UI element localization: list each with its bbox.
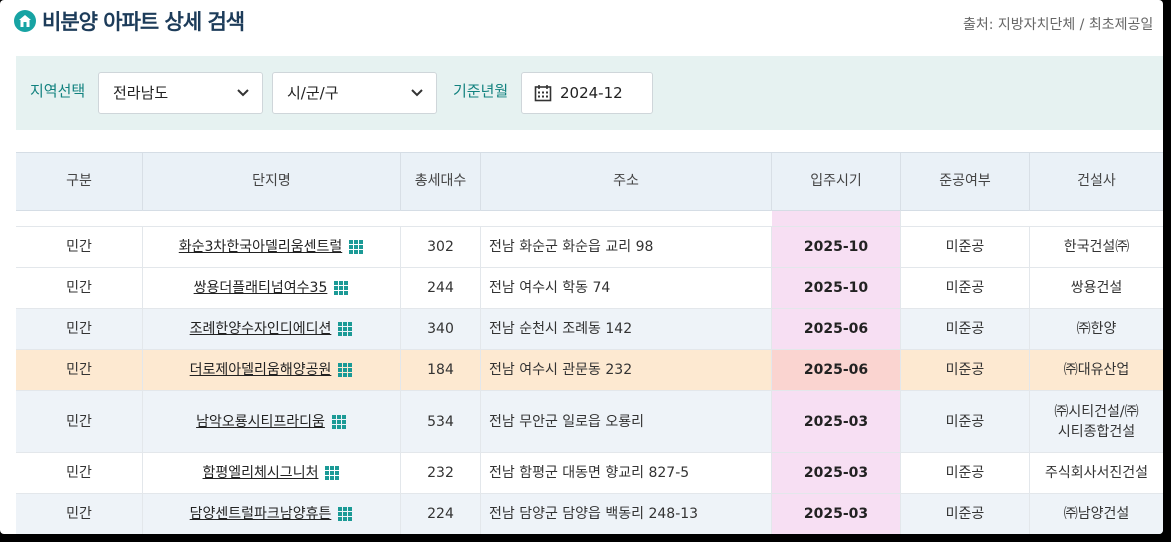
units-cell: 184 xyxy=(401,350,481,390)
status-cell: 미준공 xyxy=(901,453,1030,493)
name-cell: 쌍용더플래티넘여수35 xyxy=(143,268,401,308)
type-cell: 민간 xyxy=(16,268,143,308)
move-in-cell: 2025-03 xyxy=(772,494,901,534)
builder-cell: 한국건설㈜ xyxy=(1063,239,1130,255)
complex-name-link[interactable]: 화순3차한국아델리움센트럴 xyxy=(178,239,343,255)
table-row: 민간 더로제아델리움해양공원 184 전남 여수시 관문동 232 2025-0… xyxy=(16,350,1163,391)
builder-cell: ㈜한양 xyxy=(1076,321,1117,337)
name-cell: 조례한양수자인디에디션 xyxy=(143,309,401,349)
column-header-units: 총세대수 xyxy=(401,153,481,211)
chevron-down-icon xyxy=(411,89,423,97)
builder-cell: ㈜남양건설 xyxy=(1063,506,1130,522)
move-in-cell: 2025-03 xyxy=(772,453,901,493)
table-header: 구분 단지명 총세대수 주소 입주시기 준공여부 건설사 xyxy=(16,152,1163,211)
units-cell: 340 xyxy=(401,309,481,349)
grid-icon[interactable] xyxy=(337,506,353,522)
page-title: 비분양 아파트 상세 검색 xyxy=(42,10,245,34)
province-select[interactable]: 전라남도 xyxy=(98,72,263,114)
page-header: 비분양 아파트 상세 검색 출처: 지방자치단체 / 최초제공일 xyxy=(0,0,1163,42)
type-cell: 민간 xyxy=(16,494,143,534)
results-table: 구분 단지명 총세대수 주소 입주시기 준공여부 건설사 민간 화순3차한국아델… xyxy=(16,152,1163,534)
home-logo-icon xyxy=(14,10,36,32)
table-row: 민간 화순3차한국아델리움센트럴 302 전남 화순군 화순읍 교리 98 20… xyxy=(16,227,1163,268)
name-cell: 함평엘리체시그니처 xyxy=(143,453,401,493)
district-select-value: 시/군/구 xyxy=(287,84,339,102)
complex-name-link[interactable]: 남악오룡시티프라디움 xyxy=(196,413,325,430)
complex-name-link[interactable]: 조례한양수자인디에디션 xyxy=(189,321,332,337)
source-note: 출처: 지방자치단체 / 최초제공일 xyxy=(963,17,1154,33)
table-row: 민간 함평엘리체시그니처 232 전남 함평군 대동면 향교리 827-5 20… xyxy=(16,453,1163,494)
chevron-down-icon xyxy=(237,89,249,97)
column-header-move-in: 입주시기 xyxy=(772,153,901,211)
table-row: 민간 조례한양수자인디에디션 340 전남 순천시 조례동 142 2025-0… xyxy=(16,309,1163,350)
address-cell: 전남 무안군 일로읍 오룡리 xyxy=(481,391,772,452)
date-value: 2024-12 xyxy=(560,84,623,102)
app-window: 비분양 아파트 상세 검색 출처: 지방자치단체 / 최초제공일 지역선택 전라… xyxy=(0,0,1163,534)
province-select-value: 전라남도 xyxy=(113,84,169,102)
status-cell: 미준공 xyxy=(901,309,1030,349)
table-row: 민간 쌍용더플래티넘여수35 244 전남 여수시 학동 74 2025-10 … xyxy=(16,268,1163,309)
name-cell: 담양센트럴파크남양휴튼 xyxy=(143,494,401,534)
region-label: 지역선택 xyxy=(30,82,86,100)
column-header-type: 구분 xyxy=(16,153,143,211)
complex-name-link[interactable]: 담양센트럴파크남양휴튼 xyxy=(189,506,332,522)
status-cell: 미준공 xyxy=(901,227,1030,267)
date-label: 기준년월 xyxy=(453,82,509,100)
address-cell: 전남 담양군 담양읍 백동리 248-13 xyxy=(481,494,772,534)
grid-icon[interactable] xyxy=(324,465,340,481)
complex-name-link[interactable]: 더로제아델리움해양공원 xyxy=(189,362,332,378)
move-in-cell: 2025-06 xyxy=(772,309,901,349)
column-header-builder: 건설사 xyxy=(1077,173,1116,189)
status-cell: 미준공 xyxy=(901,494,1030,534)
address-cell: 전남 순천시 조례동 142 xyxy=(481,309,772,349)
district-select[interactable]: 시/군/구 xyxy=(272,72,437,114)
grid-icon[interactable] xyxy=(337,362,353,378)
address-cell: 전남 여수시 학동 74 xyxy=(481,268,772,308)
address-cell: 전남 함평군 대동면 향교리 827-5 xyxy=(481,453,772,493)
grid-icon[interactable] xyxy=(331,414,347,430)
grid-icon[interactable] xyxy=(337,321,353,337)
column-header-status: 준공여부 xyxy=(901,153,1030,211)
table-row: 민간 남악오룡시티프라디움 534 전남 무안군 일로읍 오룡리 2025-03… xyxy=(16,391,1163,453)
units-cell: 534 xyxy=(401,391,481,452)
move-in-cell: 2025-10 xyxy=(772,268,901,308)
table-row: 민간 담양센트럴파크남양휴튼 224 전남 담양군 담양읍 백동리 248-13… xyxy=(16,494,1163,534)
type-cell: 민간 xyxy=(16,453,143,493)
units-cell: 302 xyxy=(401,227,481,267)
status-cell: 미준공 xyxy=(901,350,1030,390)
address-cell: 전남 여수시 관문동 232 xyxy=(481,350,772,390)
builder-cell: 쌍용건설 xyxy=(1070,280,1123,296)
move-in-cell: 2025-10 xyxy=(772,227,901,267)
units-cell: 232 xyxy=(401,453,481,493)
name-cell: 화순3차한국아델리움센트럴 xyxy=(143,227,401,267)
type-cell: 민간 xyxy=(16,391,143,452)
name-cell: 남악오룡시티프라디움 xyxy=(143,391,401,452)
complex-name-link[interactable]: 함평엘리체시그니처 xyxy=(202,465,319,481)
status-cell: 미준공 xyxy=(901,391,1030,452)
complex-name-link[interactable]: 쌍용더플래티넘여수35 xyxy=(193,280,328,296)
units-cell: 244 xyxy=(401,268,481,308)
date-picker[interactable]: 2024-12 xyxy=(521,72,653,114)
type-cell: 민간 xyxy=(16,309,143,349)
name-cell: 더로제아델리움해양공원 xyxy=(143,350,401,390)
units-cell: 224 xyxy=(401,494,481,534)
grid-icon[interactable] xyxy=(348,239,364,255)
type-cell: 민간 xyxy=(16,227,143,267)
move-in-cell: 2025-06 xyxy=(772,350,901,390)
address-cell: 전남 화순군 화순읍 교리 98 xyxy=(481,227,772,267)
builder-cell: ㈜시티건설/㈜ 시티종합건설 xyxy=(1054,403,1139,440)
calendar-icon xyxy=(534,85,552,102)
move-in-cell: 2025-03 xyxy=(772,391,901,452)
column-header-address: 주소 xyxy=(481,153,772,211)
filter-panel: 지역선택 전라남도 시/군/구 기준년월 2024-12 xyxy=(16,56,1163,130)
builder-cell: 주식회사서진건설 xyxy=(1044,465,1149,481)
grid-icon[interactable] xyxy=(333,280,349,296)
status-cell: 미준공 xyxy=(901,268,1030,308)
column-header-name: 단지명 xyxy=(143,153,401,211)
type-cell: 민간 xyxy=(16,350,143,390)
builder-cell: ㈜대유산업 xyxy=(1063,362,1130,378)
